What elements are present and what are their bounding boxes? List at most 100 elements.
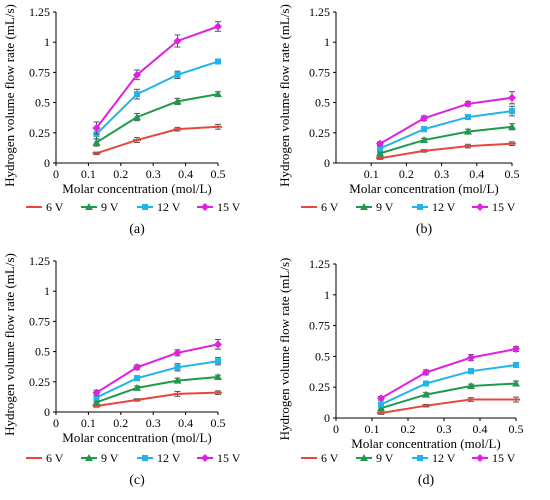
y-tick-label: 0.5: [35, 96, 50, 110]
series-9v: [92, 372, 222, 406]
data-point: [92, 398, 101, 406]
data-point: [215, 358, 221, 365]
series-12v: [378, 362, 519, 408]
legend-label: 12 V: [432, 451, 456, 465]
data-point: [377, 145, 383, 152]
legend-label: 6 V: [46, 451, 64, 465]
legend-label: 6 V: [321, 451, 339, 465]
chart-panel-d: 0 0.25 0.5 0.75 1 1.25 0 0.1 0.2 0.3 0.4 0.5 Molar c…: [275, 248, 550, 495]
data-point: [92, 123, 101, 132]
series-6v: [377, 396, 520, 415]
series-12v: [93, 357, 221, 401]
legend-label: 12 V: [157, 200, 181, 214]
x-tick-label: 0: [53, 167, 59, 181]
data-point: [467, 353, 475, 362]
y-tick-label: 0: [44, 405, 50, 419]
data-point: [508, 93, 516, 102]
y-tick-label: 0: [324, 411, 330, 425]
series-line: [96, 391, 219, 407]
x-tick-label: 0.4: [178, 167, 193, 181]
y-tick-label: 0.75: [309, 65, 330, 79]
y-tick-label: 1: [44, 284, 50, 298]
data-point: [420, 114, 428, 123]
series-line: [95, 60, 219, 135]
data-point: [92, 138, 101, 146]
data-point: [173, 97, 182, 105]
data-point: [134, 375, 140, 382]
legend-marker: [360, 454, 368, 461]
data-point: [174, 71, 181, 78]
legend-label: 6 V: [321, 200, 339, 214]
y-tick-label: 1.25: [309, 5, 330, 19]
y-tick-label: 0: [324, 156, 330, 170]
x-axis-label: Molar concentration (mol/L): [62, 181, 211, 196]
legend-marker: [142, 455, 148, 461]
y-tick-label: 1: [324, 288, 330, 302]
series-9v: [377, 379, 520, 412]
data-point: [377, 404, 385, 412]
series-line: [379, 110, 513, 150]
panel-caption: (c): [129, 473, 145, 488]
series-6v: [376, 141, 516, 160]
data-point: [512, 379, 520, 387]
x-tick-label: 0.5: [211, 167, 226, 181]
data-point: [134, 91, 140, 98]
y-tick-label: 0.5: [35, 345, 50, 359]
x-tick-label: 0.2: [399, 167, 414, 181]
x-tick-label: 0.1: [364, 167, 379, 181]
y-tick-label: 0: [44, 156, 50, 170]
series-line: [95, 25, 219, 129]
data-point: [133, 363, 141, 372]
y-tick-label: 0.75: [29, 314, 50, 328]
series-line: [380, 382, 517, 410]
x-axis-label: Molar concentration (mol/L): [351, 436, 500, 451]
legend-marker: [201, 454, 209, 462]
x-tick-label: 0.5: [211, 416, 226, 430]
data-point: [173, 348, 182, 357]
y-tick-label: 1.25: [29, 5, 50, 19]
panel-caption: (b): [416, 222, 433, 237]
series-6v: [92, 390, 222, 408]
x-tick-label: 0.1: [81, 416, 96, 430]
y-axis-label: Hydrogen volume flow rate (mL/s): [277, 258, 292, 441]
data-point: [378, 401, 384, 408]
x-tick-label: 0.3: [437, 422, 452, 436]
x-tick-label: 0.3: [434, 167, 449, 181]
legend-marker: [85, 454, 93, 461]
legend-marker: [85, 203, 93, 210]
series-15v: [376, 91, 516, 148]
data-point: [133, 383, 141, 391]
y-tick-label: 1: [44, 35, 50, 49]
data-point: [133, 113, 141, 121]
data-point: [214, 22, 222, 31]
data-point: [173, 36, 182, 45]
data-point: [423, 380, 429, 387]
legend-label: 9 V: [376, 200, 394, 214]
x-tick-label: 0: [53, 416, 59, 430]
data-point: [377, 394, 385, 403]
data-point: [173, 376, 182, 384]
legend-marker: [201, 203, 209, 211]
x-tick-label: 0.1: [81, 167, 96, 181]
legend-label: 12 V: [157, 451, 181, 465]
x-tick-label: 0.4: [469, 167, 484, 181]
data-point: [376, 139, 384, 148]
legend-marker: [360, 203, 368, 210]
legend-label: 9 V: [101, 451, 119, 465]
data-point: [422, 368, 430, 377]
series-line: [96, 360, 219, 399]
data-point: [464, 99, 472, 108]
chart-panel-b: 0 0.25 0.5 0.75 1 1.25 0.1 0.2 0.3 0.4 0.5 Molar co…: [275, 0, 550, 247]
y-tick-label: 0.25: [309, 126, 330, 140]
y-tick-label: 1.25: [309, 257, 330, 271]
y-tick-label: 0.5: [315, 96, 330, 110]
y-axis-label: Hydrogen volume flow rate (mL/s): [2, 253, 17, 436]
series-9v: [376, 122, 516, 157]
chart-svg-b: 0 0.25 0.5 0.75 1 1.25 0.1 0.2 0.3 0.4 0.5 Molar co…: [277, 4, 520, 237]
series-line: [380, 364, 517, 406]
x-tick-label: 0.3: [146, 167, 161, 181]
x-tick-label: 0.2: [113, 416, 128, 430]
series-line: [96, 125, 219, 155]
chart-svg-d: 0 0.25 0.5 0.75 1 1.25 0 0.1 0.2 0.3 0.4 0.5 Molar c…: [277, 257, 524, 488]
data-point: [509, 108, 515, 115]
